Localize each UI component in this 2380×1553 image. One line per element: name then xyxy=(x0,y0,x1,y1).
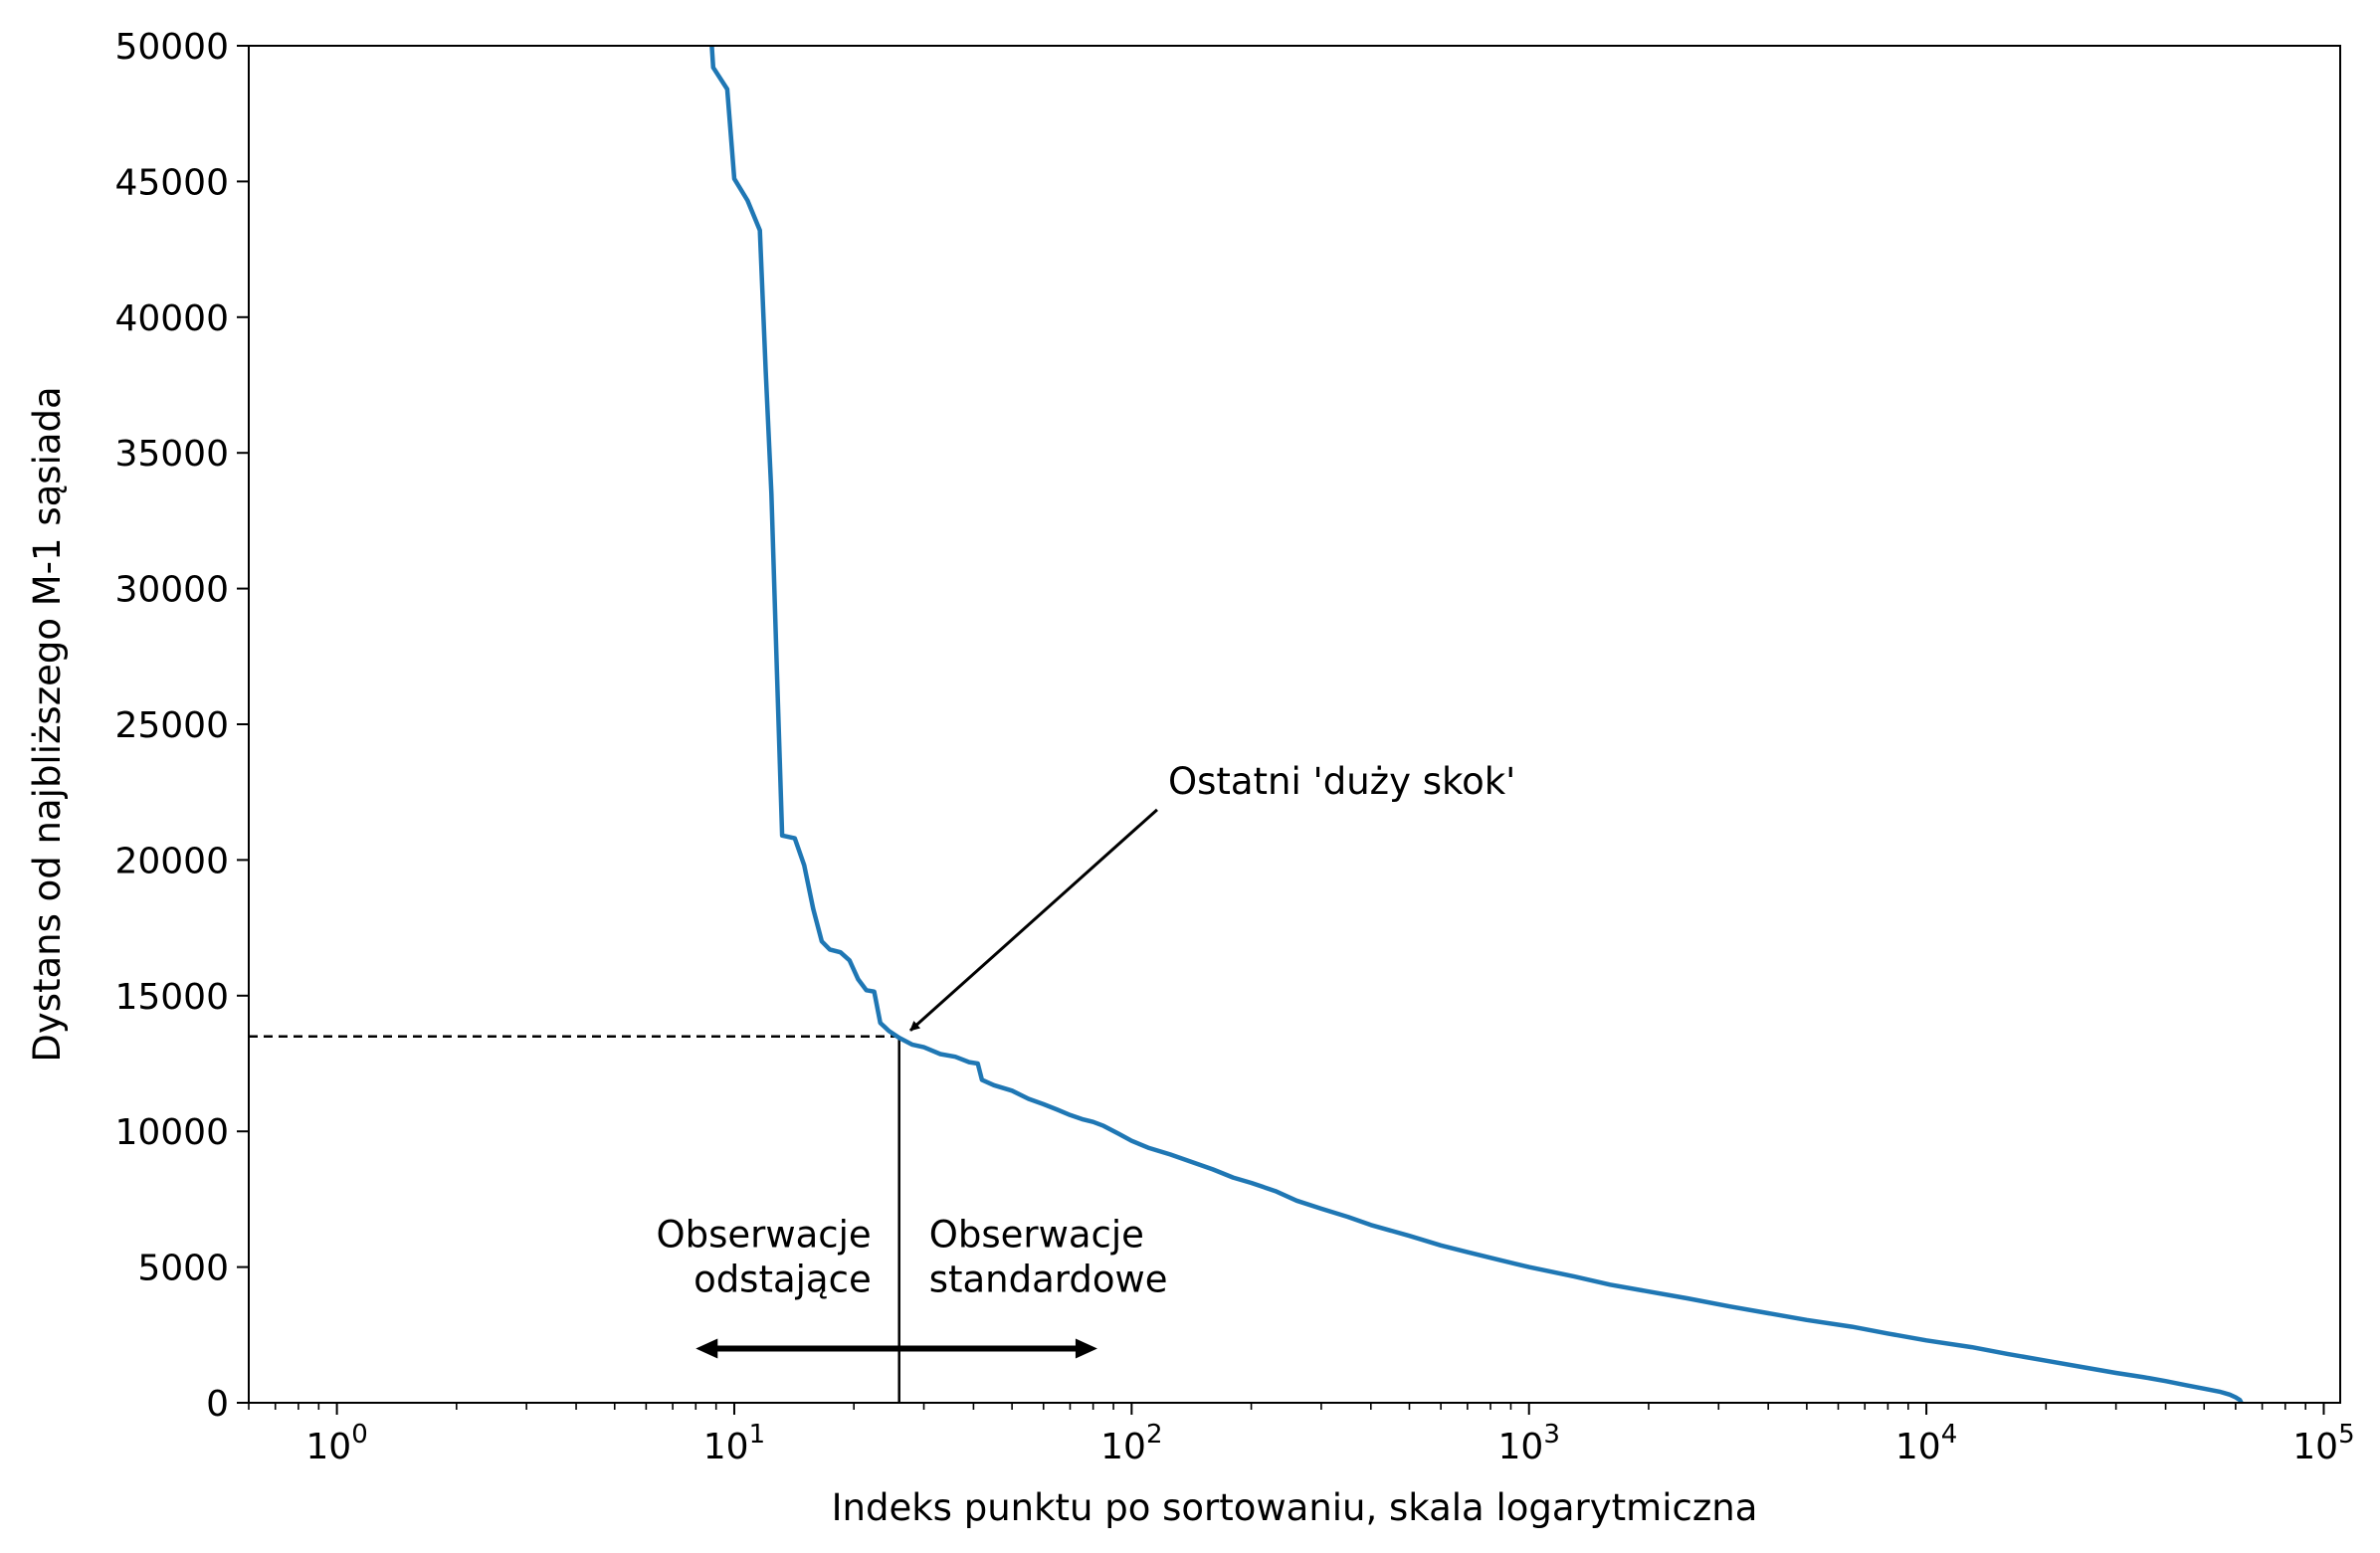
x-tick-label: 100 xyxy=(305,1420,367,1467)
y-tick-label: 35000 xyxy=(114,434,229,475)
x-tick-label: 104 xyxy=(1895,1420,1957,1467)
double-arrow-right-head xyxy=(1075,1338,1097,1359)
y-tick-label: 25000 xyxy=(114,705,229,746)
y-axis: 0 5000 10000 15000 20000 25000 30000 35000 40000… xyxy=(114,27,249,1425)
x-tick-base: 10 xyxy=(1100,1427,1146,1467)
y-tick-label: 5000 xyxy=(137,1249,229,1289)
x-tick-exponent: 2 xyxy=(1146,1420,1163,1450)
x-tick-label: 103 xyxy=(1498,1420,1560,1467)
x-tick-exponent: 0 xyxy=(351,1420,368,1450)
series-layer xyxy=(709,46,2244,1403)
annotation-layer: Ostatni 'duży skok'ObserwacjeodstająceOb… xyxy=(657,760,1515,1359)
y-tick-label: 20000 xyxy=(114,841,229,881)
x-tick-base: 10 xyxy=(703,1427,749,1467)
x-axis-label: Indeks punktu po sortowaniu, skala logar… xyxy=(832,1486,1758,1529)
annotation-label: Ostatni 'duży skok' xyxy=(1168,760,1515,803)
x-tick-exponent: 4 xyxy=(1941,1420,1958,1450)
y-tick-label: 40000 xyxy=(114,298,229,339)
y-tick-label: 45000 xyxy=(114,162,229,203)
threshold-lines xyxy=(249,1035,900,1403)
x-tick-base: 10 xyxy=(1895,1427,1941,1467)
double-arrow-left-head xyxy=(695,1338,718,1359)
x-tick-label: 101 xyxy=(703,1420,765,1467)
x-tick-exponent: 5 xyxy=(2338,1420,2355,1450)
outliers-label: odstające xyxy=(694,1259,872,1301)
x-tick-label: 105 xyxy=(2292,1420,2354,1467)
y-tick-label: 50000 xyxy=(114,27,229,68)
x-tick-base: 10 xyxy=(1498,1427,1544,1467)
annotation-arrow xyxy=(909,808,1158,1032)
standard-label: Obserwacje xyxy=(929,1214,1144,1257)
x-tick-exponent: 1 xyxy=(749,1420,766,1450)
outliers-label: Obserwacje xyxy=(657,1214,872,1257)
x-tick-base: 10 xyxy=(2292,1427,2338,1467)
standard-label: standardowe xyxy=(929,1259,1168,1301)
x-axis: 100 101 102 103 104 105 xyxy=(248,1403,2355,1467)
x-tick-base: 10 xyxy=(305,1427,351,1467)
y-axis-label: Dystans od najbliższego M-1 sąsiada xyxy=(26,386,69,1062)
y-tick-label: 0 xyxy=(206,1384,229,1425)
y-tick-label: 10000 xyxy=(114,1112,229,1153)
x-tick-label: 102 xyxy=(1100,1420,1162,1467)
x-tick-exponent: 3 xyxy=(1543,1420,1560,1450)
y-tick-label: 15000 xyxy=(114,977,229,1018)
y-tick-label: 30000 xyxy=(114,570,229,611)
series-line xyxy=(709,46,2244,1403)
